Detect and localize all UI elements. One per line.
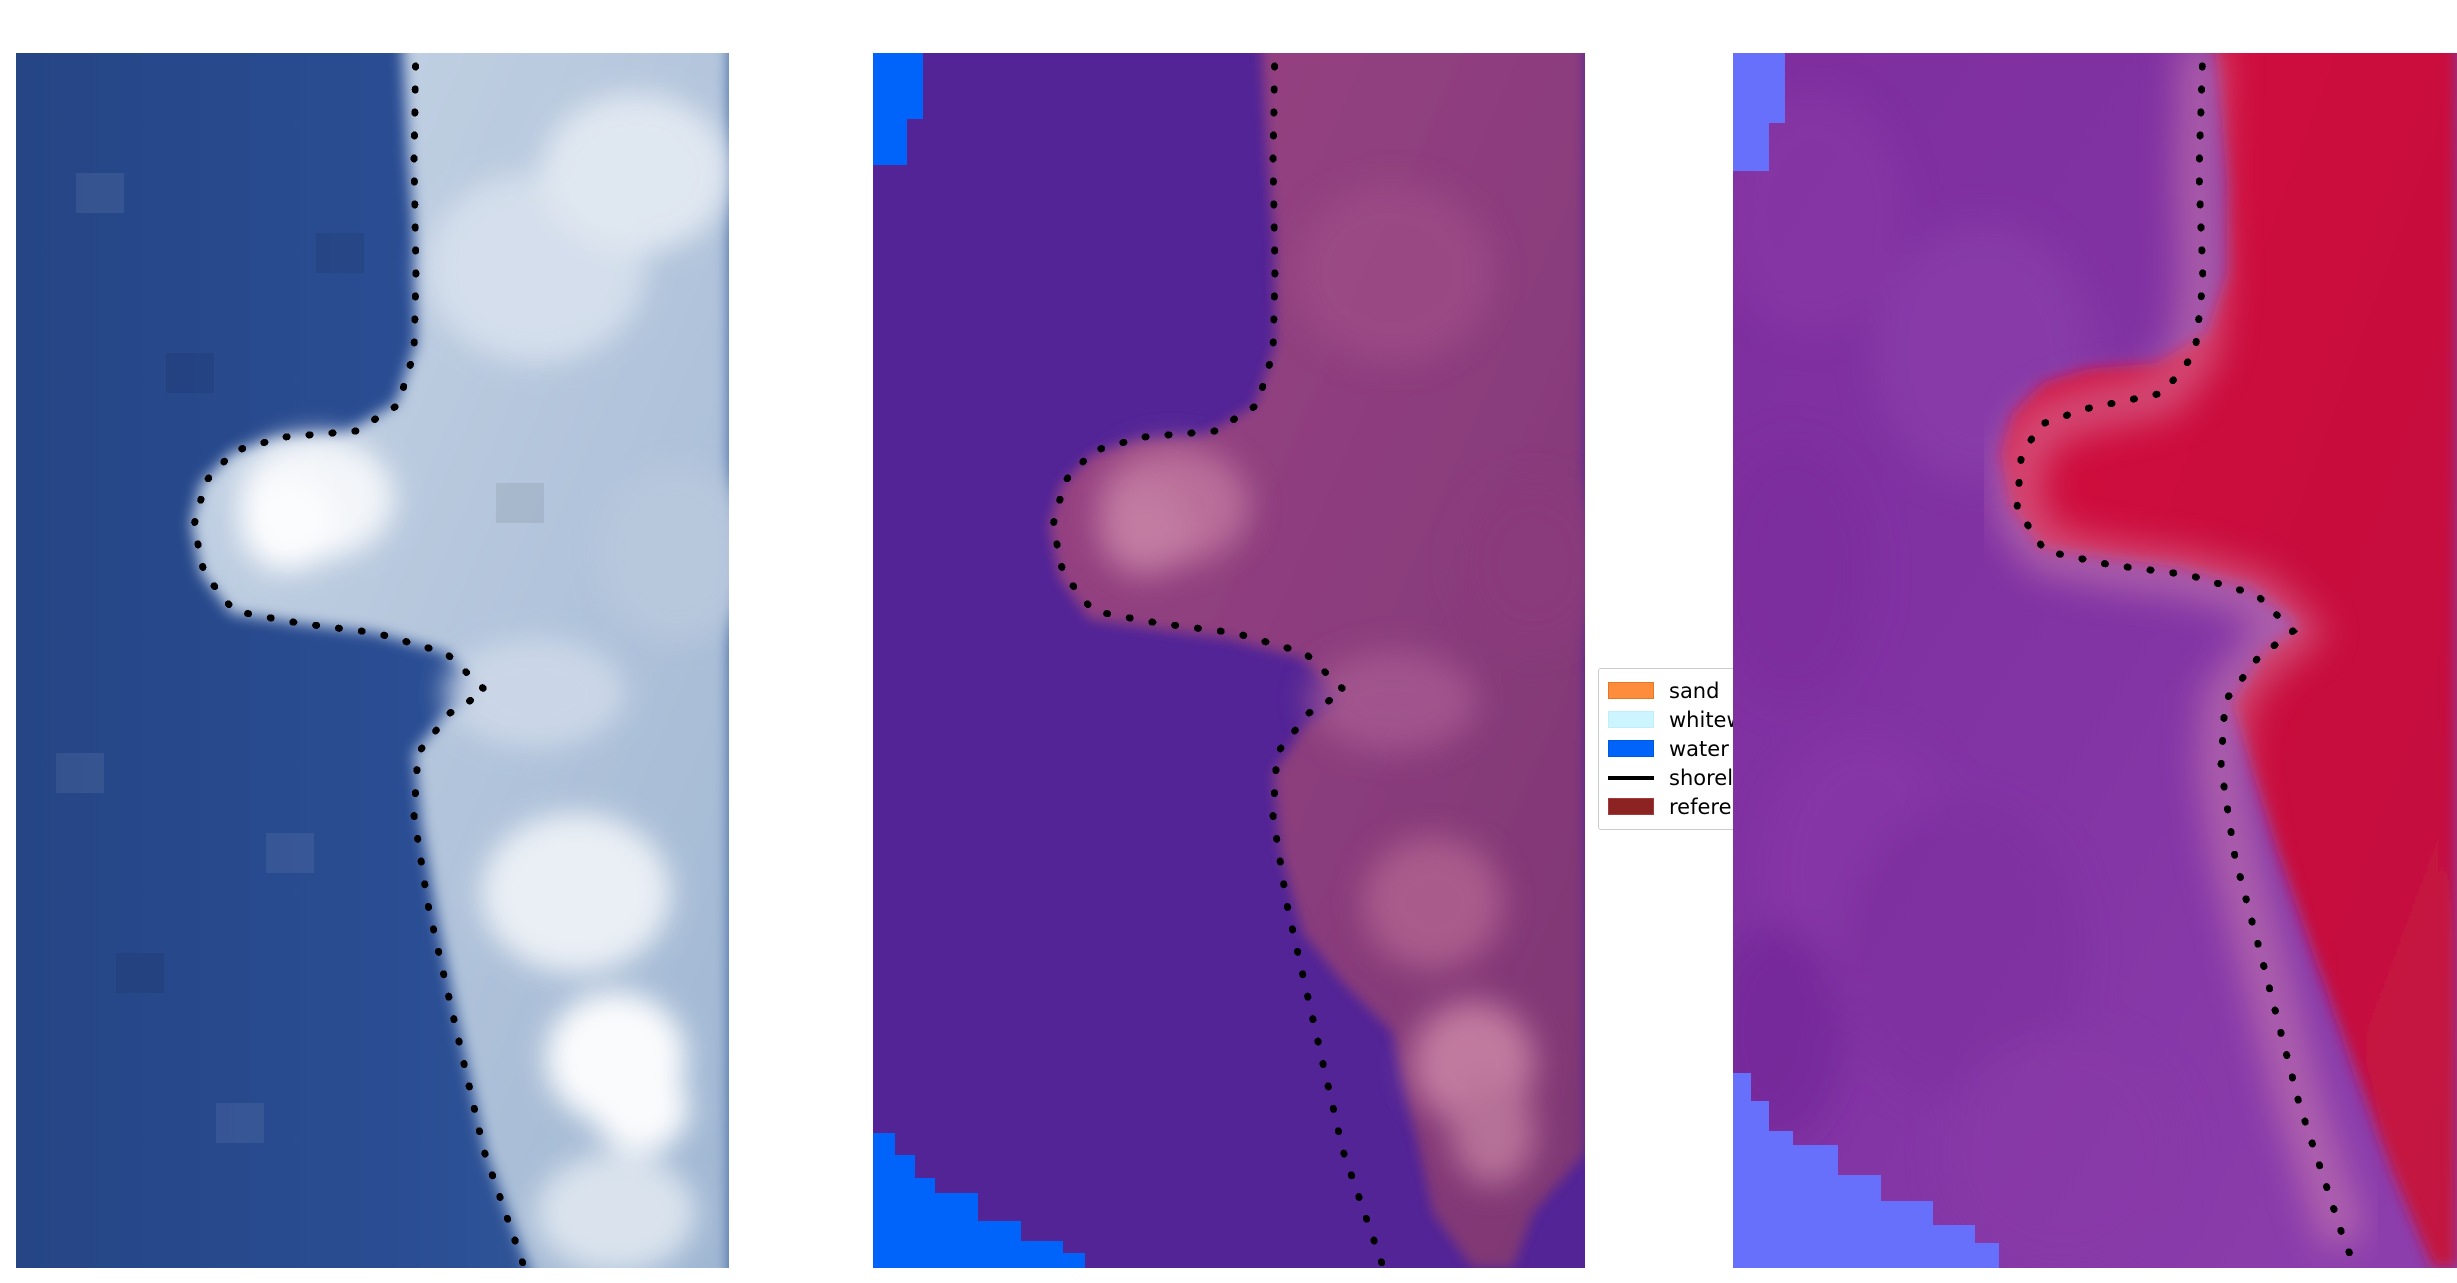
reference-shoreline-swatch <box>1608 798 1654 815</box>
legend-label-sand: sand <box>1669 678 1720 703</box>
sar-image <box>16 53 729 1268</box>
legend-label-water: water <box>1669 736 1729 761</box>
classified-image <box>873 53 1585 1268</box>
legend-item-sand: sand <box>1608 676 1793 705</box>
panel-l5[interactable]: L5 <box>1733 53 2457 1268</box>
whitewater-swatch <box>1608 711 1654 728</box>
shoreline-line-swatch <box>1608 775 1654 780</box>
l5-image <box>1733 53 2457 1268</box>
sand-swatch <box>1608 682 1654 699</box>
water-swatch <box>1608 740 1654 757</box>
legend-item-water: water <box>1608 734 1793 763</box>
panel-classified[interactable]: 2001-06-15-09-39-53 <box>873 53 1585 1268</box>
panel-sar[interactable]: sar2472 <box>16 53 729 1268</box>
